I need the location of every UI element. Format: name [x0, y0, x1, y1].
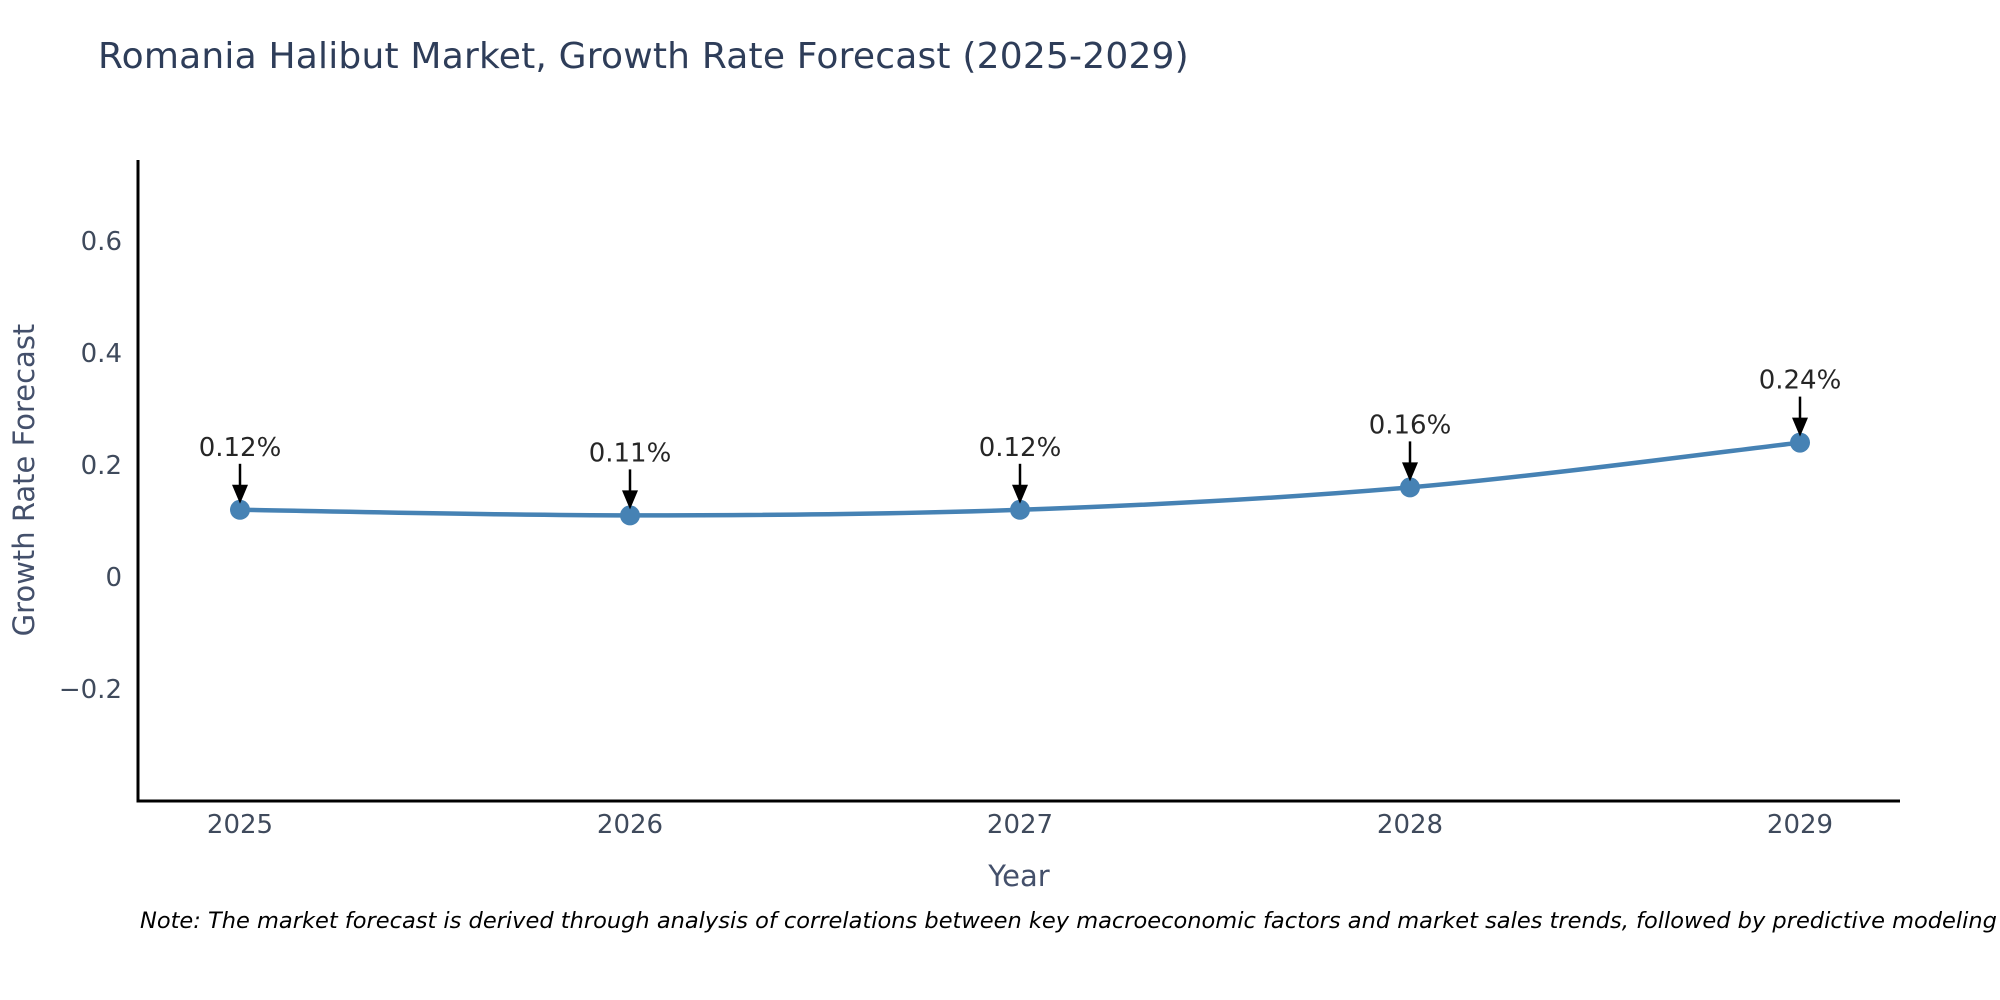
y-tick-label: 0.6	[81, 227, 122, 257]
annotation-arrow-head	[1792, 417, 1808, 437]
x-tick-label: 2026	[597, 810, 663, 840]
data-point-marker	[1010, 499, 1030, 520]
data-point-marker	[230, 499, 250, 520]
annotation-arrow-head	[1402, 462, 1418, 482]
chart-title: Romania Halibut Market, Growth Rate Fore…	[98, 36, 1189, 77]
x-tick-label: 2028	[1377, 810, 1443, 840]
y-tick-label: −0.2	[59, 675, 122, 705]
y-tick-label: 0.4	[81, 339, 122, 369]
x-axis-label: Year	[987, 859, 1049, 893]
annotation-label: 0.11%	[589, 438, 672, 468]
x-tick-label: 2025	[207, 810, 273, 840]
annotation-label: 0.12%	[979, 433, 1062, 463]
data-point-marker	[1790, 432, 1810, 453]
annotation-label: 0.24%	[1759, 366, 1842, 396]
annotation-arrow-head	[1012, 484, 1028, 504]
data-point-marker	[620, 505, 640, 526]
x-tick-label: 2027	[987, 810, 1053, 840]
y-tick-label: 0.2	[81, 451, 122, 481]
y-tick-label: 0	[105, 563, 122, 593]
data-point-marker	[1400, 477, 1420, 498]
x-tick-label: 2029	[1767, 810, 1833, 840]
annotation-label: 0.12%	[199, 433, 282, 463]
chart-footnote: Note: The market forecast is derived thr…	[140, 908, 2000, 934]
annotation-label: 0.16%	[1369, 410, 1452, 440]
annotation-arrow-head	[622, 490, 638, 510]
y-axis-label: Growth Rate Forecast	[7, 324, 41, 637]
annotation-arrow-head	[232, 484, 248, 504]
